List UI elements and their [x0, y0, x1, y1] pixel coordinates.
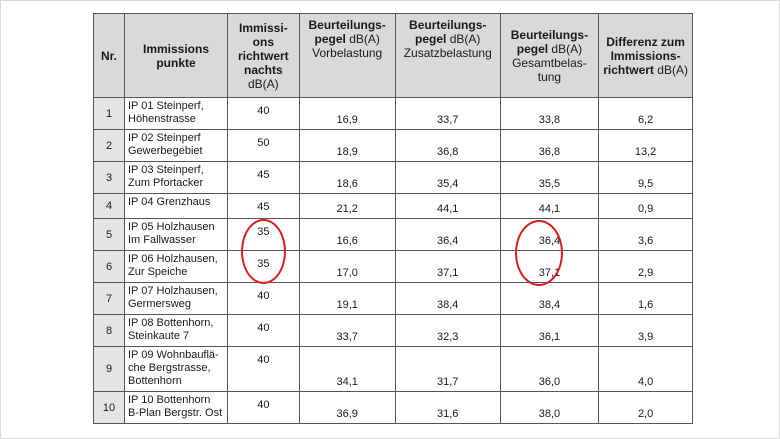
row-richtwert: 50	[227, 129, 300, 162]
row-richtwert: 45	[227, 193, 300, 219]
header-vorbelastung-sub: Vorbelastung	[312, 46, 383, 60]
row-gesamtbelastung: 36,8	[499, 129, 600, 162]
table-row: 7 IP 07 Holzhausen, Germersweg 40 19,1 38,4 3…	[93, 282, 694, 315]
row-richtwert: 45	[227, 161, 300, 194]
row-gesamtbelastung: 36,1	[499, 314, 600, 347]
row-immissionspunkt: IP 02 Steinperf Gewerbegebiet	[124, 129, 228, 162]
noise-table: Nr. Immissions punkte Immissi- ons richt…	[93, 13, 694, 424]
row-immissionspunkt: IP 10 Bottenhorn B-Plan Bergstr. Ost	[124, 391, 228, 424]
row-immissionspunkt: IP 05 Holzhausen Im Fallwasser	[124, 218, 228, 251]
row-zusatzbelastung: 33,7	[394, 97, 501, 130]
row-differenz: 6,2	[598, 97, 694, 130]
row-immissionspunkt: IP 01 Steinperf, Höhenstrasse	[124, 97, 228, 130]
row-zusatzbelastung: 31,6	[394, 391, 501, 424]
row-richtwert: 40	[227, 391, 300, 424]
row-gesamtbelastung: 44,1	[499, 193, 600, 219]
row-vorbelastung: 34,1	[298, 346, 396, 392]
row-vorbelastung: 17,0	[298, 250, 396, 283]
row-differenz: 4,0	[598, 346, 694, 392]
row-gesamtbelastung: 36,0	[499, 346, 600, 392]
row-nr: 1	[93, 97, 125, 130]
row-gesamtbelastung: 38,4	[499, 282, 600, 315]
row-gesamtbelastung: 35,5	[499, 161, 600, 194]
row-vorbelastung: 16,6	[298, 218, 396, 251]
row-vorbelastung: 18,9	[298, 129, 396, 162]
row-zusatzbelastung: 36,8	[394, 129, 501, 162]
row-vorbelastung: 36,9	[298, 391, 396, 424]
table-row: 9 IP 09 Wohnbauflä- che Bergstrasse, Bott…	[93, 346, 694, 392]
row-nr: 8	[93, 314, 125, 347]
row-differenz: 13,2	[598, 129, 694, 162]
header-row: Nr. Immissions punkte Immissi- ons richt…	[93, 13, 694, 98]
row-zusatzbelastung: 37,1	[394, 250, 501, 283]
row-differenz: 0,9	[598, 193, 694, 219]
table-row: 5 IP 05 Holzhausen Im Fallwasser 35 16,6 36,…	[93, 218, 694, 251]
row-gesamtbelastung: 33,8	[499, 97, 600, 130]
row-nr: 4	[93, 193, 125, 219]
row-immissionspunkt: IP 08 Bottenhorn, Steinkaute 7	[124, 314, 228, 347]
table-row: 2 IP 02 Steinperf Gewerbegebiet 50 18,9 36,8…	[93, 129, 694, 162]
row-differenz: 9,5	[598, 161, 694, 194]
table-row: 10 IP 10 Bottenhorn B-Plan Bergstr. Ost 40…	[93, 391, 694, 424]
row-differenz: 3,9	[598, 314, 694, 347]
header-zusatzbelastung-sub: Zusatzbelastung	[403, 46, 492, 60]
header-immissionspunkte: Immissions punkte	[124, 13, 228, 98]
row-vorbelastung: 18,6	[298, 161, 396, 194]
row-gesamtbelastung: 38,0	[499, 391, 600, 424]
header-gesamtbelastung: Beurteilungs- pegel dB(A) Gesamtbelas- t…	[499, 13, 600, 98]
table-row: 8 IP 08 Bottenhorn, Steinkaute 7 40 33,7 32,…	[93, 314, 694, 347]
row-richtwert: 40	[227, 97, 300, 130]
table-row: 4 IP 04 Grenzhaus 45 21,2 44,1 44,1 0,9	[93, 193, 694, 219]
highlight-ellipse-gesamtbelastung	[515, 220, 563, 286]
highlight-ellipse-richtwert	[241, 219, 286, 284]
header-nr: Nr.	[93, 13, 125, 98]
header-differenz: Differenz zum Immissions- richtwert dB(A…	[598, 13, 694, 98]
row-immissionspunkt: IP 07 Holzhausen, Germersweg	[124, 282, 228, 315]
row-zusatzbelastung: 36,4	[394, 218, 501, 251]
row-richtwert: 40	[227, 282, 300, 315]
row-nr: 6	[93, 250, 125, 283]
header-zusatzbelastung: Beurteilungs- pegel dB(A) Zusatzbelastun…	[394, 13, 501, 98]
row-zusatzbelastung: 32,3	[394, 314, 501, 347]
row-vorbelastung: 21,2	[298, 193, 396, 219]
header-vorbelastung: Beurteilungs- pegel dB(A) Vorbelastung	[298, 13, 396, 98]
row-nr: 9	[93, 346, 125, 392]
row-nr: 5	[93, 218, 125, 251]
row-differenz: 2,9	[598, 250, 694, 283]
row-vorbelastung: 19,1	[298, 282, 396, 315]
header-gesamtbelastung-sub: Gesamtbelas- tung	[512, 55, 587, 84]
row-zusatzbelastung: 31,7	[394, 346, 501, 392]
row-differenz: 3,6	[598, 218, 694, 251]
row-immissionspunkt: IP 03 Steinperf, Zum Pfortacker	[124, 161, 228, 194]
row-zusatzbelastung: 44,1	[394, 193, 501, 219]
row-immissionspunkt: IP 04 Grenzhaus	[124, 193, 228, 219]
row-nr: 3	[93, 161, 125, 194]
row-nr: 10	[93, 391, 125, 424]
row-richtwert: 40	[227, 346, 300, 392]
row-nr: 7	[93, 282, 125, 315]
table-row: 1 IP 01 Steinperf, Höhenstrasse 40 16,9 33,7…	[93, 97, 694, 130]
row-zusatzbelastung: 35,4	[394, 161, 501, 194]
row-differenz: 2,0	[598, 391, 694, 424]
table-row: 6 IP 06 Holzhausen, Zur Speiche 35 17,0 37,1…	[93, 250, 694, 283]
table-row: 3 IP 03 Steinperf, Zum Pfortacker 45 18,6 35…	[93, 161, 694, 194]
row-immissionspunkt: IP 09 Wohnbauflä- che Bergstrasse, Botte…	[124, 346, 228, 392]
row-vorbelastung: 16,9	[298, 97, 396, 130]
header-richtwert-unit: dB(A)	[248, 76, 279, 91]
row-immissionspunkt: IP 06 Holzhausen, Zur Speiche	[124, 250, 228, 283]
row-richtwert: 40	[227, 314, 300, 347]
row-vorbelastung: 33,7	[298, 314, 396, 347]
row-zusatzbelastung: 38,4	[394, 282, 501, 315]
header-richtwert: Immissi- ons richtwert nachts dB(A)	[227, 13, 300, 98]
row-differenz: 1,6	[598, 282, 694, 315]
row-nr: 2	[93, 129, 125, 162]
